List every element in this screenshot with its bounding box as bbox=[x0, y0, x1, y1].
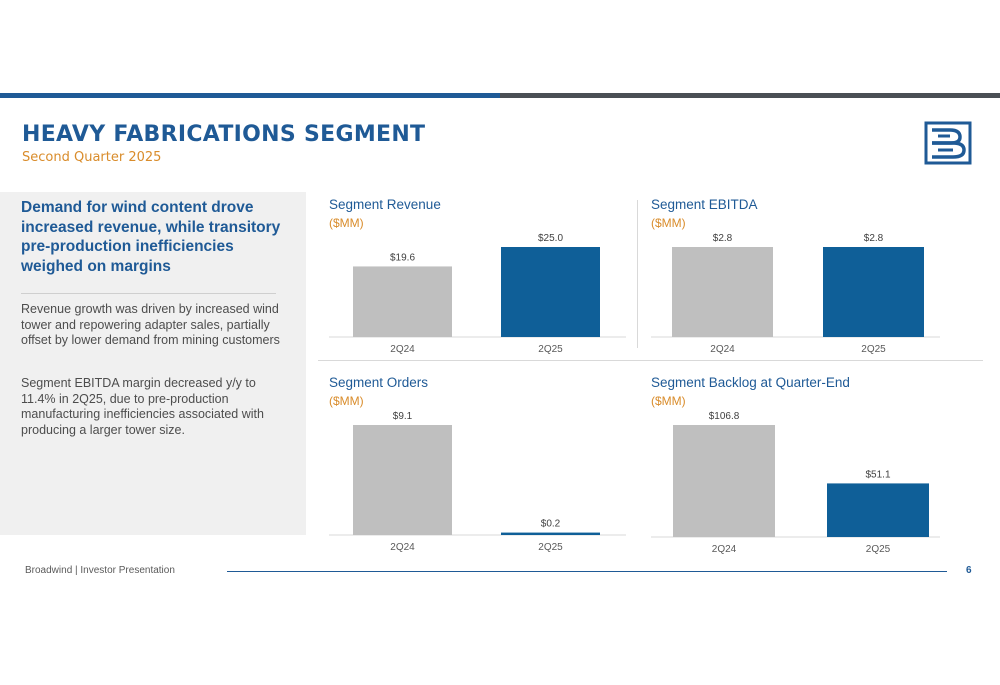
bar-2q25 bbox=[823, 247, 924, 337]
chart-plot-area: $19.6 2Q24 $25.0 2Q25 bbox=[329, 233, 626, 355]
summary-divider bbox=[21, 293, 276, 294]
bar-value-label: $0.2 bbox=[541, 519, 561, 530]
bar-value-label: $106.8 bbox=[709, 411, 740, 422]
page-number: 6 bbox=[966, 565, 972, 576]
chart-plot-area: $2.8 2Q24 $2.8 2Q25 bbox=[651, 233, 940, 355]
summary-panel bbox=[0, 192, 306, 535]
page-title: HEAVY FABRICATIONS SEGMENT bbox=[22, 122, 426, 147]
footer-rule bbox=[227, 571, 947, 572]
chart-grid-horizontal-divider bbox=[318, 360, 983, 361]
chart-unit-label: ($MM) bbox=[329, 216, 364, 230]
bar-2q25 bbox=[501, 532, 600, 535]
bar-2q24 bbox=[672, 247, 773, 337]
chart-segment-backlog: $106.8 2Q24 $51.1 2Q25 Segment Backlog at Q… bbox=[640, 375, 952, 555]
chart-unit-label: ($MM) bbox=[651, 394, 686, 408]
x-tick-label: 2Q25 bbox=[861, 344, 886, 355]
chart-segment-revenue: $19.6 2Q24 $25.0 2Q25 Segment Revenue ($MM) bbox=[318, 197, 630, 357]
x-tick-label: 2Q24 bbox=[390, 542, 415, 553]
chart-plot-area: $9.1 2Q24 $0.2 2Q25 bbox=[329, 411, 626, 553]
x-tick-label: 2Q24 bbox=[390, 344, 415, 355]
summary-paragraph-revenue: Revenue growth was driven by increased w… bbox=[21, 302, 280, 347]
chart-title: Segment Revenue bbox=[329, 197, 441, 212]
bar-2q25 bbox=[827, 483, 929, 537]
chart-plot-area: $106.8 2Q24 $51.1 2Q25 bbox=[651, 411, 940, 555]
chart-title: Segment Orders bbox=[329, 375, 429, 390]
chart-title: Segment Backlog at Quarter-End bbox=[651, 375, 850, 390]
bar-value-label: $19.6 bbox=[390, 252, 415, 263]
x-tick-label: 2Q25 bbox=[538, 542, 563, 553]
x-tick-label: 2Q25 bbox=[866, 544, 891, 555]
header-accent-bar-gray bbox=[500, 93, 1000, 98]
chart-title: Segment EBITDA bbox=[651, 197, 758, 212]
chart-unit-label: ($MM) bbox=[329, 394, 364, 408]
bar-2q24 bbox=[673, 425, 775, 537]
x-tick-label: 2Q24 bbox=[710, 344, 735, 355]
footer-text: Broadwind | Investor Presentation bbox=[25, 565, 175, 576]
bar-2q25 bbox=[501, 247, 600, 337]
chart-grid-vertical-divider bbox=[637, 200, 638, 348]
bar-value-label: $2.8 bbox=[713, 233, 733, 244]
bar-2q24 bbox=[353, 266, 452, 337]
x-tick-label: 2Q24 bbox=[712, 544, 737, 555]
bar-value-label: $2.8 bbox=[864, 233, 884, 244]
chart-unit-label: ($MM) bbox=[651, 216, 686, 230]
chart-segment-orders: $9.1 2Q24 $0.2 2Q25 Segment Orders ($MM) bbox=[318, 375, 630, 555]
bar-value-label: $51.1 bbox=[865, 469, 890, 480]
bar-2q24 bbox=[353, 425, 452, 535]
bar-value-label: $9.1 bbox=[393, 411, 413, 422]
chart-segment-ebitda: $2.8 2Q24 $2.8 2Q25 Segment EBITDA ($MM) bbox=[640, 197, 952, 357]
summary-paragraph-ebitda: Segment EBITDA margin decreased y/y to 1… bbox=[21, 376, 264, 437]
page-subtitle: Second Quarter 2025 bbox=[22, 150, 162, 165]
bar-value-label: $25.0 bbox=[538, 233, 563, 244]
x-tick-label: 2Q25 bbox=[538, 344, 563, 355]
summary-headline: Demand for wind content drove increased … bbox=[21, 199, 281, 275]
header-accent-bar-blue bbox=[0, 93, 500, 98]
broadwind-logo-icon bbox=[924, 121, 972, 165]
